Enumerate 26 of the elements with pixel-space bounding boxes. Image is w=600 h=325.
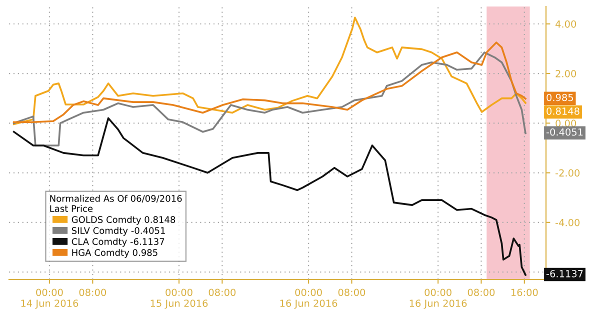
y-tick-label: -4.00 <box>556 218 580 226</box>
x-tick-label: 08:00 <box>468 288 495 296</box>
annotation: -6.1137 <box>546 270 583 278</box>
x-tick-label: 16:00 <box>511 288 538 296</box>
y-tick-label: 4.00 <box>556 20 576 28</box>
line-series <box>12 42 526 124</box>
x-tick-label: 08:00 <box>208 288 236 296</box>
annotation: 0.8148 <box>546 107 580 115</box>
annotation: -0.4051 <box>546 128 583 136</box>
x-tick-label: 00:00 16 Jun 2016 <box>280 288 338 309</box>
x-tick-label: 08:00 <box>79 288 106 296</box>
y-tick-label: -2.00 <box>556 169 580 177</box>
x-tick-label: 00:00 16 Jun 2016 <box>410 288 467 309</box>
legend-label: HGA Comdty 0.985 <box>72 248 158 258</box>
x-tick-label: 00:00 15 Jun 2016 <box>150 288 208 309</box>
line-series <box>12 16 526 126</box>
legend-title: Normalized As Of 06/09/2016 Last Price <box>50 194 182 212</box>
legend-label: GOLDS Comdty 0.8148 <box>72 216 176 225</box>
line-series <box>12 117 526 276</box>
x-tick-label: 00:00 14 Jun 2016 <box>21 288 78 309</box>
legend-label: SILV Comdty -0.4051 <box>72 226 165 236</box>
annotation: 0.985 <box>546 94 573 102</box>
y-tick-label: 2.00 <box>556 70 576 78</box>
legend-label: CLA Comdty -6.1137 <box>72 238 164 247</box>
x-tick-label: 08:00 <box>338 288 366 296</box>
line-series <box>12 52 526 146</box>
